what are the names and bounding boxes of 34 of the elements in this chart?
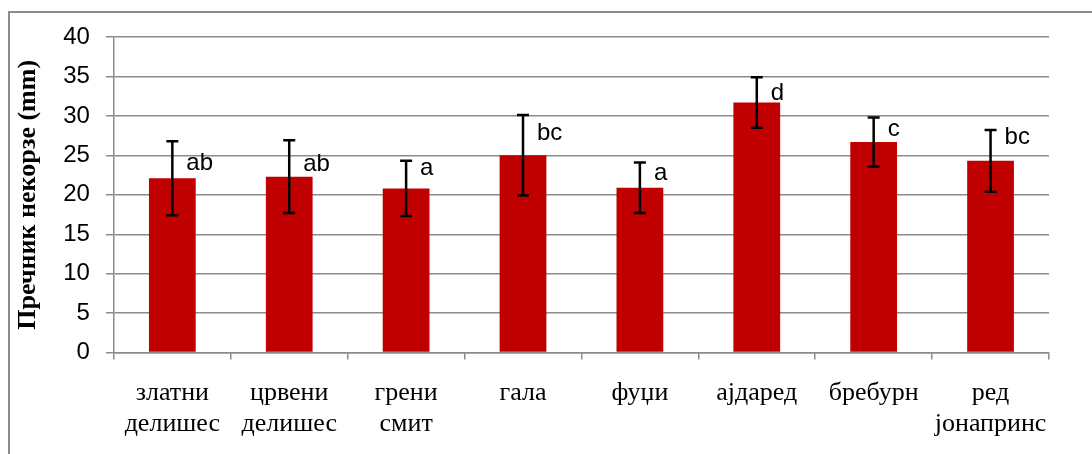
annotation: bc	[537, 118, 563, 146]
y-tick-label: 20	[63, 179, 90, 207]
x-tick-label: фуџи	[611, 377, 669, 407]
y-tick-label: 15	[63, 218, 90, 246]
bar	[382, 188, 430, 352]
annotation: bc	[1004, 122, 1030, 150]
bar	[616, 187, 664, 352]
annotation: a	[653, 157, 668, 185]
annotation: a	[420, 153, 435, 181]
annotation: d	[770, 78, 785, 106]
y-tick-label: 10	[63, 258, 90, 286]
bar	[967, 160, 1014, 352]
y-tick-label: 0	[76, 337, 90, 365]
x-tick-label: грени смит	[374, 377, 438, 438]
y-axis-title: Пречник некорзе (mm)	[12, 59, 42, 330]
x-tick-label: ајдаред	[716, 377, 798, 407]
x-tick-label: бребурн	[828, 377, 919, 407]
y-tick-label: 35	[63, 61, 90, 89]
annotation: ab	[186, 148, 214, 176]
bar	[850, 141, 898, 352]
y-tick-label: 40	[63, 21, 90, 49]
bar	[499, 155, 547, 352]
bar	[265, 176, 313, 352]
annotation: c	[887, 113, 900, 141]
x-tick-label: гала	[499, 377, 547, 407]
y-tick-label: 5	[76, 297, 90, 325]
y-tick-label: 25	[63, 139, 90, 167]
x-tick-label: ред јонапринс	[933, 377, 1047, 438]
bar	[733, 102, 781, 352]
x-tick-label: црвени делишес	[241, 377, 337, 438]
annotation: ab	[303, 149, 330, 177]
y-tick-label: 30	[63, 100, 90, 128]
bar	[148, 178, 196, 352]
x-tick-label: златни делишес	[124, 377, 221, 438]
